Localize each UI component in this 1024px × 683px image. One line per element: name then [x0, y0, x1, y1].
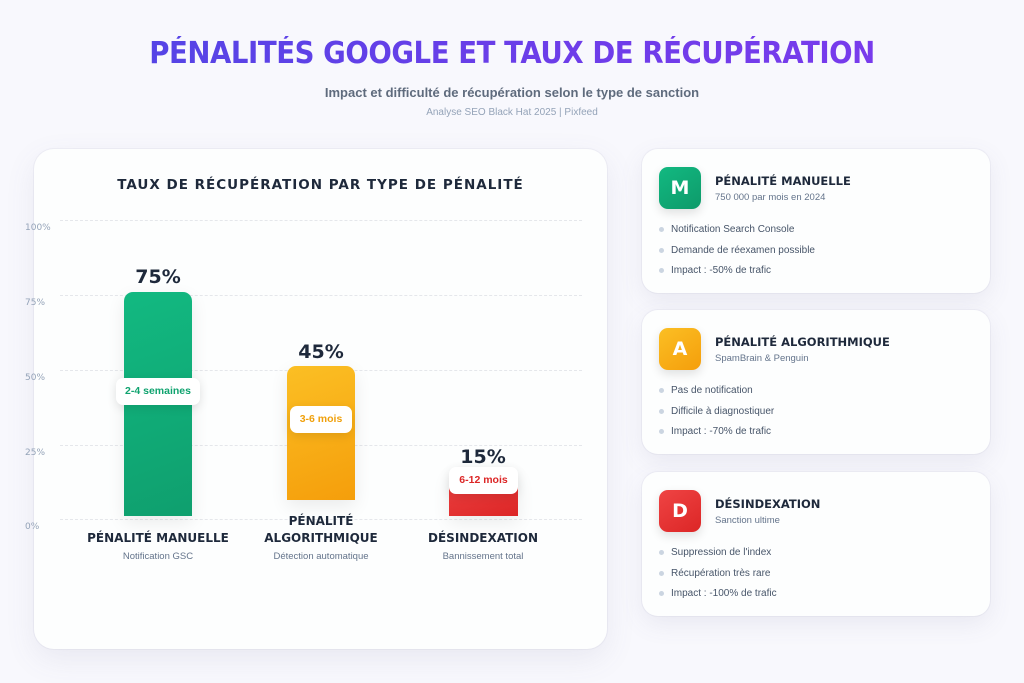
- info-card-manual: M PÉNALITÉ MANUELLE 750 000 par mois en …: [642, 149, 990, 293]
- card-title: PÉNALITÉ ALGORITHMIQUE: [715, 335, 890, 349]
- card-title: PÉNALITÉ MANUELLE: [715, 174, 851, 188]
- grid-line-75: [60, 295, 582, 296]
- list-item: Impact : -50% de trafic: [659, 264, 815, 285]
- bullet-dot-icon: [659, 227, 664, 232]
- bullet-text: Pas de notification: [671, 385, 753, 396]
- y-tick-100: 100%: [25, 223, 51, 233]
- y-tick-75: 75%: [25, 298, 46, 308]
- y-tick-0: 0%: [25, 522, 40, 532]
- bullet-text: Impact : -100% de trafic: [671, 588, 777, 599]
- bullet-text: Impact : -70% de trafic: [671, 426, 772, 437]
- card-subtitle: SpamBrain & Penguin: [715, 353, 809, 364]
- y-tick-50: 50%: [25, 373, 46, 383]
- source-caption: Analyse SEO Black Hat 2025 | Pixfeed: [426, 107, 598, 118]
- bullet-text: Notification Search Console: [671, 224, 795, 235]
- category-label-manual: PÉNALITÉ MANUELLE: [87, 531, 229, 545]
- bar-value-manual: 75%: [135, 266, 181, 288]
- chart-title: TAUX DE RÉCUPÉRATION PAR TYPE DE PÉNALIT…: [117, 177, 524, 193]
- bullet-text: Difficile à diagnostiquer: [671, 405, 775, 417]
- bullet-dot-icon: [659, 570, 664, 576]
- list-item: Impact : -70% de trafic: [659, 425, 774, 446]
- card-subtitle: Sanction ultime: [715, 515, 780, 526]
- badge-m-icon: M: [659, 167, 701, 209]
- list-item: Impact : -100% de trafic: [659, 587, 777, 608]
- page-subtitle: Impact et difficulté de récupération sel…: [324, 85, 700, 100]
- card-bullet-list: Pas de notification Difficile à diagnost…: [659, 384, 774, 446]
- duration-pill-manual: 2-4 semaines: [116, 378, 200, 405]
- info-card-deindex: D DÉSINDEXATION Sanction ultime Suppress…: [642, 472, 990, 616]
- badge-d-icon: D: [659, 490, 701, 532]
- list-item: Récupération très rare: [659, 567, 777, 588]
- page-title: PÉNALITÉS GOOGLE ET TAUX DE RÉCUPÉRATION: [41, 36, 983, 71]
- category-sub-algorithmic: Détection automatique: [273, 551, 369, 562]
- category-sub-manual: Notification GSC: [122, 551, 194, 562]
- bullet-dot-icon: [659, 247, 664, 253]
- category-label-algorithmic-line2: ALGORITHMIQUE: [264, 531, 378, 545]
- list-item: Difficile à diagnostiquer: [659, 405, 774, 426]
- duration-pill-algorithmic: 3-6 mois: [290, 406, 352, 433]
- duration-pill-deindex: 6-12 mois: [449, 467, 518, 494]
- info-card-algorithmic: A PÉNALITÉ ALGORITHMIQUE SpamBrain & Pen…: [642, 310, 990, 454]
- bullet-text: Impact : -50% de trafic: [671, 265, 772, 276]
- card-bullet-list: Suppression de l'index Récupération très…: [659, 546, 777, 608]
- category-sub-deindex: Bannissement total: [442, 551, 524, 562]
- card-subtitle: 750 000 par mois en 2024: [715, 192, 826, 203]
- bullet-text: Récupération très rare: [671, 567, 771, 579]
- bar-value-algorithmic: 45%: [298, 341, 344, 363]
- list-item: Notification Search Console: [659, 223, 815, 244]
- grid-line-0: [60, 519, 582, 520]
- list-item: Pas de notification: [659, 384, 774, 405]
- bullet-dot-icon: [659, 429, 664, 434]
- bullet-dot-icon: [659, 268, 664, 273]
- bar-value-deindex: 15%: [460, 446, 506, 468]
- list-item: Demande de réexamen possible: [659, 244, 815, 265]
- list-item: Suppression de l'index: [659, 546, 777, 567]
- card-bullet-list: Notification Search Console Demande de r…: [659, 223, 815, 285]
- category-label-algorithmic-line1: PÉNALITÉ: [288, 514, 354, 528]
- grid-line-100: [60, 220, 582, 221]
- category-label-deindex: DÉSINDEXATION: [428, 531, 538, 545]
- bullet-dot-icon: [659, 408, 664, 414]
- bar-algorithmic[interactable]: [287, 366, 355, 500]
- bullet-dot-icon: [659, 550, 664, 555]
- y-tick-25: 25%: [25, 448, 46, 458]
- card-title: DÉSINDEXATION: [715, 497, 821, 511]
- bullet-text: Demande de réexamen possible: [671, 244, 815, 256]
- bullet-dot-icon: [659, 388, 664, 393]
- bullet-text: Suppression de l'index: [671, 547, 772, 558]
- bullet-dot-icon: [659, 591, 664, 596]
- badge-a-icon: A: [659, 328, 701, 370]
